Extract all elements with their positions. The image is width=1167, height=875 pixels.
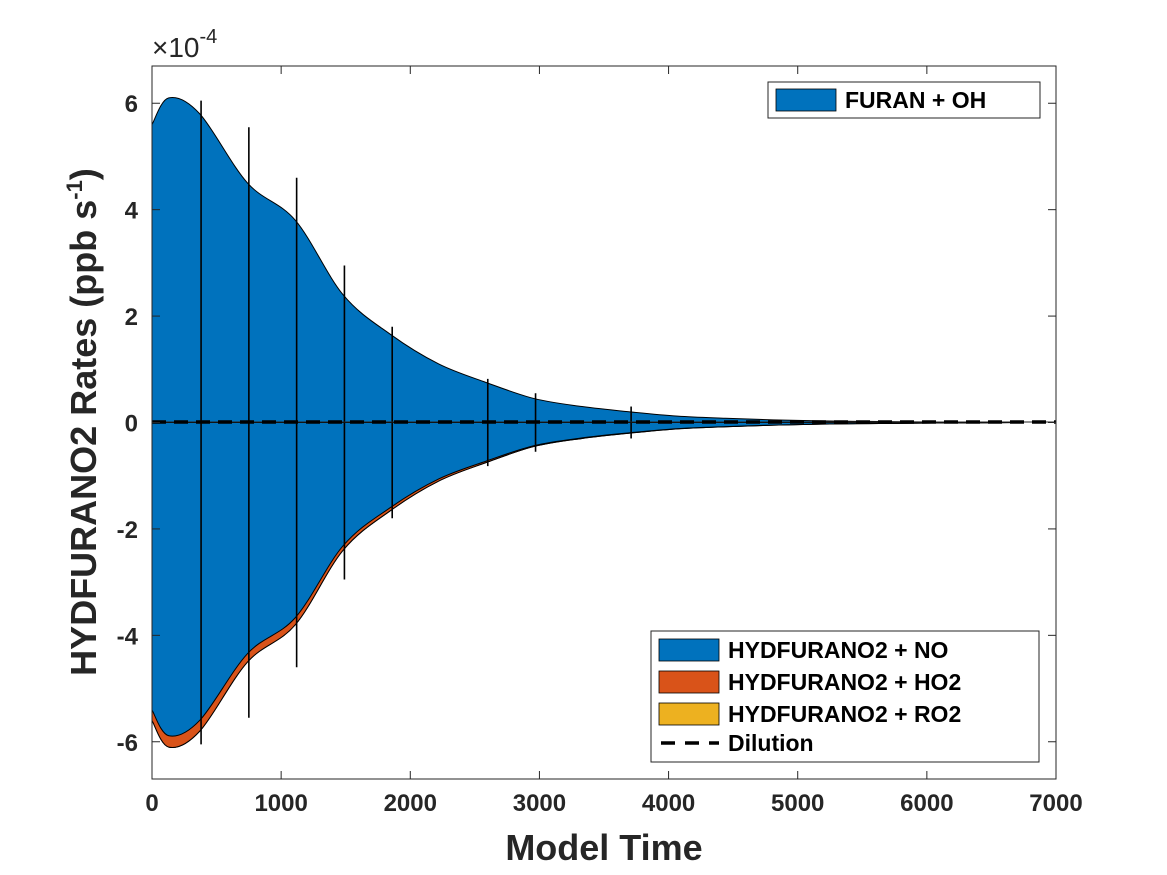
legend-swatch-ro2 [658,702,720,726]
legend-label-furan-oh: FURAN + OH [845,87,986,113]
y-tick-labels: -6 -4 -2 0 2 4 6 [117,91,139,757]
y-multiplier: ×10-4 [152,26,217,63]
x-tick-label: 1000 [254,790,307,817]
y-axis-label-close: ) [63,168,104,180]
y-tick-label: -2 [117,517,138,544]
x-tick-label: 6000 [900,790,953,817]
x-tick-label: 4000 [642,790,695,817]
legend-swatch-furan-oh [775,88,837,112]
legend-swatch-ho2 [658,670,720,694]
x-tick-label: 5000 [771,790,824,817]
y-tick-label: 0 [125,411,138,438]
legend-label-ho2: HYDFURANO2 + HO2 [728,669,961,695]
y-axis-label-sup: -1 [62,180,87,200]
legend-label-ro2: HYDFURANO2 + RO2 [728,701,961,727]
x-tick-label: 3000 [513,790,566,817]
y-tick-label: -4 [117,623,139,650]
y-tick-label: -6 [117,730,138,757]
y-tick-label: 6 [125,91,138,118]
y-axis-label: HYDFURANO2 Rates (ppb s-1) [62,168,104,676]
y-tick-label: 4 [125,198,139,225]
ticks-layer [151,66,1057,779]
y-tick-label: 2 [125,304,138,331]
legend-label-dilution: Dilution [728,730,814,756]
y-multiplier-exp: -4 [200,26,218,48]
x-tick-label: 7000 [1029,790,1082,817]
x-tick-label: 2000 [384,790,437,817]
legend-swatch-no [658,638,720,662]
legend-bottom: HYDFURANO2 + NO HYDFURANO2 + HO2 HYDFURA… [650,630,1040,763]
legend-top: FURAN + OH [767,81,1041,119]
y-axis-label-main: HYDFURANO2 Rates (ppb s [63,200,104,676]
x-axis-label: Model Time [505,827,702,868]
x-tick-label: 0 [145,790,158,817]
legend-label-no: HYDFURANO2 + NO [728,637,948,663]
x-tick-labels: 0 1000 2000 3000 4000 5000 6000 7000 [145,790,1082,817]
y-multiplier-base: ×10 [152,32,200,63]
